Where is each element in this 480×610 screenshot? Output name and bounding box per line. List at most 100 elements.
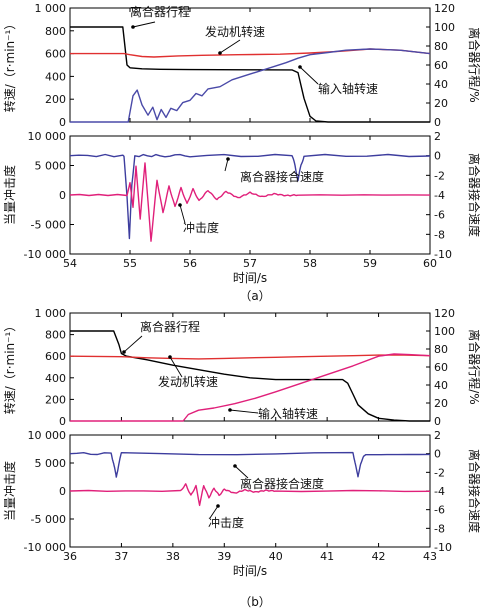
chart4-annotation-arrowhead [233, 464, 237, 468]
chart3-ylabel-left: 转速/（r·min⁻¹） [2, 320, 17, 415]
chart2-ytick-right-label: -8 [434, 228, 445, 241]
chart4-ytick-left-label: 5 000 [35, 457, 67, 470]
chart3-annotation-leader [229, 409, 259, 414]
chart4-ytick-left-label: 10 000 [28, 429, 67, 442]
chart1-series-line [70, 26, 430, 123]
chart3-ytick-right-label: 60 [434, 361, 448, 374]
chart2-xtick-label: 56 [183, 257, 197, 270]
chart1-ylabel-right: 离合器行程/% [467, 27, 480, 102]
chart1-ytick-right-label: 120 [434, 2, 455, 15]
chart4-xlabel: 时间/s [233, 564, 267, 578]
chart4-xtick-label: 38 [166, 550, 180, 563]
chart3-series-line [70, 353, 431, 422]
chart4-ytick-right-label: -10 [434, 541, 452, 554]
chart4-ytick-left-label: -5 000 [31, 513, 66, 526]
chart4-ytick-right-label: -2 [434, 466, 445, 479]
chart4-annotation: 冲击度 [208, 515, 244, 530]
chart4-xtick-label: 43 [423, 550, 437, 563]
chart1-annotation-arrowhead [131, 25, 135, 29]
chart2-annotation: 冲击度 [183, 220, 219, 235]
chart1-ytick-right-label: 20 [434, 97, 448, 110]
chart2-xtick-label: 60 [423, 257, 437, 270]
chart2-ytick-left-label: -5 000 [31, 219, 66, 232]
chart2-ytick-right-label: 0 [434, 150, 441, 163]
chart4-ytick-right-label: 0 [434, 448, 441, 461]
chart1-ytick-left-label: 600 [45, 48, 66, 61]
chart2-annotation-leader [179, 204, 186, 224]
chart2-ytick-left-label: 5 000 [35, 160, 67, 173]
chart4-xtick-label: 39 [217, 550, 231, 563]
chart1-ytick-left-label: 800 [45, 25, 66, 38]
chart3-annotation-arrowhead [122, 350, 126, 354]
chart2-xtick-label: 55 [123, 257, 137, 270]
chart1-series-line [70, 48, 431, 58]
chart3-ytick-left-label: 200 [45, 393, 66, 406]
chart1-annotation-leader [132, 21, 156, 28]
chart4-xtick-label: 36 [63, 550, 77, 563]
chart3-ytick-left-label: 400 [45, 372, 66, 385]
chart4-ylabel-right: 离合器接合速度 [467, 449, 480, 533]
chart4-series-line [69, 451, 431, 478]
chart1-annotation: 离合器行程 [130, 4, 190, 19]
chart2-ytick-right-label: -2 [434, 169, 445, 182]
chart4-ylabel-left: 当量冲击度 [2, 461, 17, 521]
chart1-annotation-arrowhead [298, 65, 302, 69]
chart3-series-line [70, 330, 430, 422]
chart1-annotation-arrowhead [218, 51, 222, 55]
chart1-ytick-left-label: 0 [59, 116, 66, 129]
chart1-annotation-leader [219, 39, 241, 54]
chart2-annotation-arrowhead [226, 157, 230, 161]
chart3-annotation-leader [169, 356, 183, 378]
chart2-xtick-label: 58 [303, 257, 317, 270]
chart4-ytick-left-label: -10 000 [24, 541, 66, 554]
chart2-ytick-right-label: -6 [434, 209, 445, 222]
chart4-ytick-right-label: -6 [434, 504, 445, 517]
chart3-annotation-leader [123, 335, 143, 353]
chart3-ytick-right-label: 100 [434, 325, 455, 338]
chart4-series-line [69, 483, 431, 507]
chart2-series-line [69, 162, 431, 242]
chart4-ytick-right-label: 2 [434, 429, 441, 442]
chart2-ytick-left-label: -10 000 [24, 248, 66, 261]
chart4-annotation-leader [209, 505, 219, 519]
chart1-ytick-right-label: 40 [434, 78, 448, 91]
chart3-series-line [69, 354, 431, 360]
chart2-xtick-label: 59 [363, 257, 377, 270]
chart3-ylabel-right: 离合器行程/% [467, 329, 480, 404]
chart3-annotation: 离合器行程 [140, 319, 200, 334]
chart4-annotation-arrowhead [216, 504, 220, 508]
chart2-ytick-right-label: 2 [434, 130, 441, 143]
chart1-ytick-left-label: 400 [45, 70, 66, 83]
chart4-ytick-left-label: 0 [59, 485, 66, 498]
chart3-annotation: 输入轴转速 [258, 406, 318, 421]
chart1-series-line [70, 48, 431, 123]
chart1-annotation: 发动机转速 [205, 24, 265, 39]
chart3-annotation: 发动机转速 [158, 374, 218, 389]
chart3-ytick-left-label: 600 [45, 350, 66, 363]
chart3-ytick-right-label: 40 [434, 379, 448, 392]
chart1-ytick-left-label: 1 000 [35, 2, 67, 15]
chart1-annotation: 输入轴转速 [318, 81, 378, 96]
chart3-ytick-right-label: 80 [434, 343, 448, 356]
chart4-annotation: 离合器接合速度 [240, 476, 324, 491]
chart2-ytick-left-label: 10 000 [28, 130, 67, 143]
chart1-annotation-leader [299, 66, 319, 85]
chart3-ytick-right-label: 120 [434, 307, 455, 320]
chart1-ytick-left-label: 200 [45, 93, 66, 106]
caption-a: （a） [239, 289, 270, 303]
chart2-xtick-label: 54 [63, 257, 77, 270]
chart4-ytick-right-label: -8 [434, 522, 445, 535]
chart4-xtick-label: 42 [372, 550, 386, 563]
chart2-ytick-left-label: 0 [59, 189, 66, 202]
chart4-annotation-leader [234, 465, 249, 479]
chart4-ytick-right-label: -4 [434, 485, 445, 498]
chart3-ytick-right-label: 0 [434, 415, 441, 428]
chart2-ytick-right-label: -10 [434, 248, 452, 261]
chart2-annotation: 离合器接合速度 [240, 169, 324, 184]
chart4-xtick-label: 40 [269, 550, 283, 563]
chart1-ytick-right-label: 0 [434, 116, 441, 129]
chart2-ylabel-right: 离合器接合速度 [467, 153, 480, 237]
chart1-ylabel-left: 转速/（r·min⁻¹） [2, 18, 17, 113]
